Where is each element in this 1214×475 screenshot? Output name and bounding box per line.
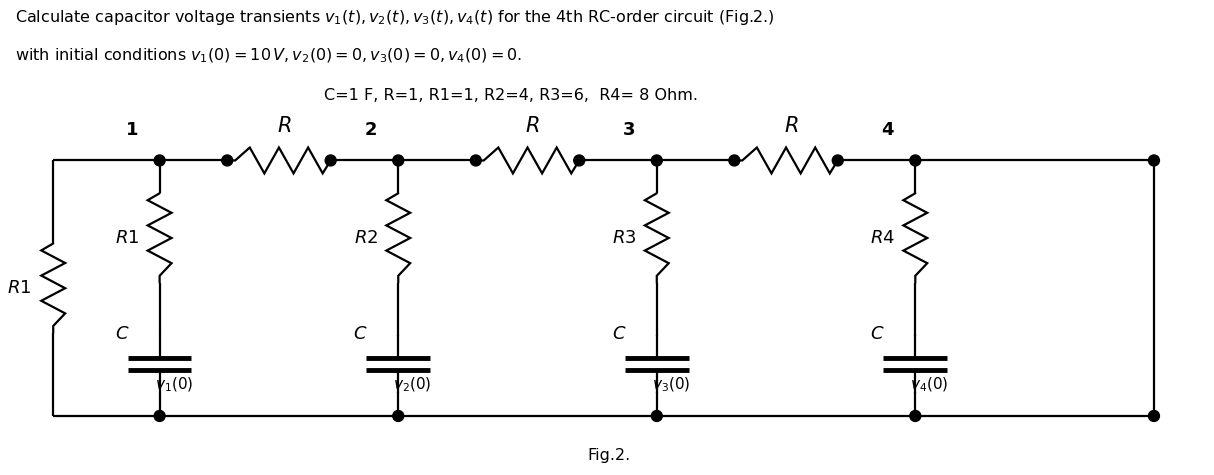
- Text: $C$: $C$: [870, 325, 885, 343]
- Text: $v_3(0)$: $v_3(0)$: [652, 375, 691, 394]
- Circle shape: [909, 155, 920, 166]
- Text: $v_2(0)$: $v_2(0)$: [393, 375, 432, 394]
- Circle shape: [728, 155, 739, 166]
- Text: C=1 F, R=1, R1=1, R2=4, R3=6,  R4= 8 Ohm.: C=1 F, R=1, R1=1, R2=4, R3=6, R4= 8 Ohm.: [324, 88, 698, 103]
- Text: $R1$: $R1$: [115, 229, 140, 247]
- Text: with initial conditions $v_1(0) = 10\,V, v_2(0) = 0, v_3(0) = 0, v_4(0) = 0.$: with initial conditions $v_1(0) = 10\,V,…: [16, 46, 523, 65]
- Circle shape: [154, 155, 165, 166]
- Circle shape: [1148, 410, 1159, 421]
- Text: $R3$: $R3$: [612, 229, 637, 247]
- Circle shape: [833, 155, 844, 166]
- Text: $C$: $C$: [114, 325, 129, 343]
- Circle shape: [154, 410, 165, 421]
- Text: $C$: $C$: [353, 325, 368, 343]
- Text: 3: 3: [623, 121, 635, 139]
- Text: 4: 4: [881, 121, 894, 139]
- Circle shape: [574, 155, 585, 166]
- Circle shape: [652, 410, 663, 421]
- Circle shape: [222, 155, 233, 166]
- Circle shape: [470, 155, 481, 166]
- Text: $R$: $R$: [784, 115, 799, 135]
- Text: $C$: $C$: [612, 325, 626, 343]
- Text: $v_4(0)$: $v_4(0)$: [910, 375, 949, 394]
- Text: 1: 1: [125, 121, 138, 139]
- Circle shape: [1148, 155, 1159, 166]
- Text: Calculate capacitor voltage transients $v_1(t), v_2(t), v_3(t), v_4(t)$ for the : Calculate capacitor voltage transients $…: [16, 9, 775, 28]
- Text: $R$: $R$: [277, 115, 291, 135]
- Text: $R$: $R$: [526, 115, 540, 135]
- Text: $R2$: $R2$: [354, 229, 379, 247]
- Circle shape: [652, 155, 663, 166]
- Text: 2: 2: [364, 121, 376, 139]
- Circle shape: [325, 155, 336, 166]
- Circle shape: [393, 155, 404, 166]
- Text: $v_1(0)$: $v_1(0)$: [154, 375, 193, 394]
- Text: $R1$: $R1$: [7, 279, 32, 297]
- Text: $R4$: $R4$: [870, 229, 896, 247]
- Circle shape: [393, 410, 404, 421]
- Text: Fig.2.: Fig.2.: [588, 448, 631, 463]
- Circle shape: [909, 410, 920, 421]
